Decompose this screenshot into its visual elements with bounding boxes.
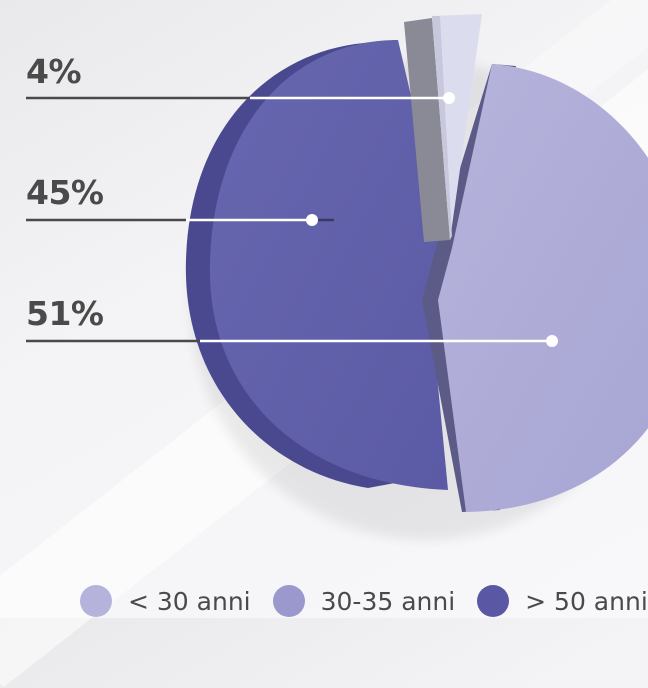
legend-label: > 50 anni <box>525 586 648 616</box>
slice-label-51: 51% <box>26 294 104 333</box>
legend-label: 30-35 anni <box>320 586 456 616</box>
legend-item-30-35: 30-35 anni <box>272 585 456 617</box>
slice-label-45: 45% <box>26 173 104 212</box>
pie-chart <box>26 14 648 540</box>
leader-line-51 <box>26 335 558 347</box>
leader-line-4 <box>26 92 455 104</box>
legend-item-over-50: > 50 anni <box>477 585 648 617</box>
legend-label: < 30 anni <box>128 586 251 616</box>
pie-slice-51 <box>422 64 648 512</box>
pie-slice-4 <box>404 14 482 242</box>
legend-swatch <box>80 585 112 617</box>
legend: < 30 anni 30-35 anni > 50 anni <box>80 584 648 618</box>
leader-line-45 <box>26 214 334 226</box>
pie-slice-45 <box>185 40 448 490</box>
slice-label-4: 4% <box>26 52 82 91</box>
legend-swatch <box>272 585 305 617</box>
legend-swatch <box>477 585 510 617</box>
legend-item-under-30: < 30 anni <box>80 585 251 617</box>
